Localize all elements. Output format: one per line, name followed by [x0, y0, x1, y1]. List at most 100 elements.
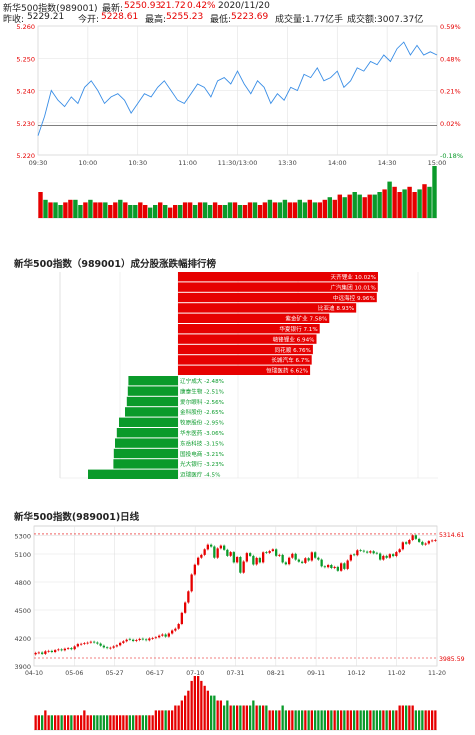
- candle-body: [83, 643, 86, 644]
- candle-body: [366, 551, 369, 553]
- candle-body: [206, 544, 209, 550]
- volume-bar: [67, 715, 70, 730]
- volume-bar: [190, 680, 193, 730]
- volume-bar: [307, 199, 312, 218]
- candle-body: [138, 638, 141, 640]
- y-right-tick-label: -0.18%: [440, 152, 463, 160]
- volume-bar: [418, 710, 421, 730]
- x-tick-label: 11-20: [428, 670, 446, 677]
- candle-body: [262, 552, 265, 563]
- candle-body: [171, 630, 174, 634]
- candle-body: [180, 612, 183, 624]
- volume-bar: [359, 710, 362, 730]
- volume-bar: [402, 189, 407, 218]
- x-tick-label: 15:00: [428, 159, 447, 167]
- volume-bar: [60, 715, 63, 730]
- bar-negative: [113, 459, 178, 469]
- volume-bar: [332, 199, 337, 218]
- volume-bar: [76, 715, 79, 730]
- volume-bar: [242, 205, 248, 218]
- candle-body: [424, 543, 427, 545]
- volume-bar: [262, 705, 265, 730]
- candle-body: [340, 563, 343, 571]
- candle-body: [405, 542, 408, 544]
- y-right-tick-label: 0.48%: [440, 55, 461, 63]
- volume-bar: [93, 715, 96, 730]
- y-right-tick-label: 0.21%: [440, 88, 461, 96]
- volume-bar: [98, 202, 103, 218]
- candle-body: [252, 555, 255, 565]
- volume-bar: [377, 192, 382, 218]
- bar-label: 光大银行 -3.23%: [180, 460, 224, 468]
- volume-bar: [287, 202, 293, 218]
- high-value: 5255.23: [166, 12, 204, 22]
- amount-label: 成交额:: [347, 15, 378, 25]
- volume-bar: [177, 705, 180, 730]
- volume-bar: [168, 207, 173, 218]
- y-tick-label: 4200: [14, 635, 31, 643]
- volume-bar: [229, 705, 232, 730]
- volume-bar: [352, 192, 357, 218]
- high-label: 最高:: [145, 15, 167, 25]
- bar-label: 恒瑞医药 6.62%: [266, 367, 308, 375]
- candle-body: [349, 554, 352, 561]
- x-tick-label: 11:00: [178, 159, 197, 167]
- volume-bar: [362, 197, 367, 218]
- volume-bar: [297, 710, 300, 730]
- candle-body: [239, 557, 242, 573]
- volume-bar: [336, 710, 339, 730]
- volume-bar: [362, 710, 365, 730]
- y-right-tick-label: 0.59%: [440, 23, 461, 31]
- volume-bar: [242, 705, 245, 730]
- volume-bar: [133, 205, 138, 218]
- x-tick-label: 09:30: [29, 159, 48, 167]
- volume-bar: [70, 715, 73, 730]
- bar-label: 广汽集团 10.01%: [330, 283, 375, 291]
- volume-bar: [249, 705, 252, 730]
- volume-bar: [424, 710, 427, 730]
- x-tick-label: 11-02: [388, 670, 406, 677]
- x-tick-label: 05-06: [65, 670, 83, 677]
- volume-bar: [411, 705, 414, 730]
- candle-body: [193, 564, 196, 575]
- candle-body: [226, 549, 229, 556]
- bar-label: 康泰生物 -2.51%: [180, 387, 224, 395]
- volume-bar: [119, 715, 122, 730]
- candle-body: [109, 647, 112, 649]
- bar-positive: [178, 324, 320, 334]
- candle-body: [271, 549, 274, 551]
- volume-bar: [73, 715, 76, 730]
- bar-positive: [178, 355, 312, 365]
- bar-label: 国投电商 -3.21%: [180, 450, 224, 458]
- volume-bar: [282, 199, 288, 218]
- change-value: 21.72: [160, 1, 186, 11]
- volume-bar: [145, 715, 148, 730]
- volume-bar: [132, 715, 135, 730]
- candle-body: [184, 602, 187, 613]
- volume-value: 1.77亿手: [305, 15, 344, 25]
- candle-body: [197, 557, 200, 565]
- volume-bar: [187, 202, 193, 218]
- candle-body: [304, 558, 307, 563]
- bar-label: 东岳科技 -3.15%: [180, 439, 224, 447]
- candle-body: [275, 549, 278, 556]
- candle-body: [434, 540, 437, 541]
- y-right-tick-label: 0.02%: [440, 120, 461, 128]
- volume-bar: [382, 710, 385, 730]
- price-line: [37, 41, 438, 136]
- volume-bar: [349, 710, 352, 730]
- candle-body: [392, 554, 395, 557]
- candle-body: [132, 639, 135, 641]
- min-label: 3985.59: [439, 656, 465, 663]
- candle-body: [249, 553, 252, 556]
- volume-bar: [167, 710, 170, 730]
- volume-bar: [292, 202, 298, 218]
- prev-close-label: 昨收:: [3, 15, 25, 25]
- volume-bar: [262, 202, 268, 218]
- volume-bar: [197, 202, 203, 218]
- candle-body: [47, 650, 50, 652]
- volume-bar: [310, 710, 313, 730]
- volume-bar: [327, 710, 330, 730]
- volume-bar: [427, 710, 430, 730]
